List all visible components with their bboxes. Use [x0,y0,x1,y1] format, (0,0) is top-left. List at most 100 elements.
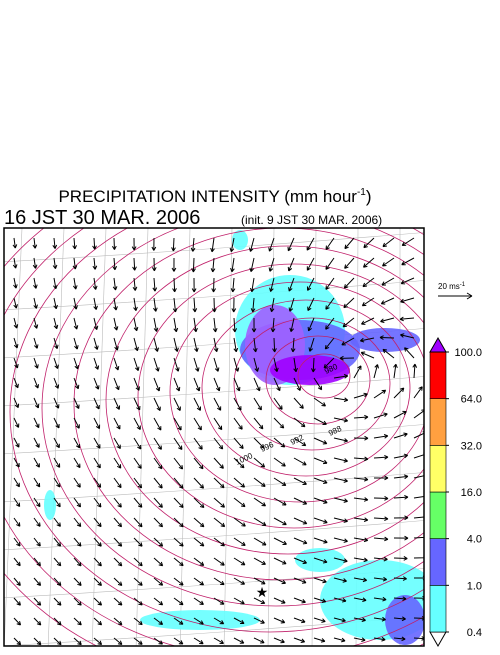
wind-vector [113,617,123,626]
wind-vector [213,477,225,489]
wind-vector [306,257,315,271]
wind-vector [333,374,349,379]
wind-vector [193,617,204,625]
title-exponent: -1 [357,187,366,198]
wind-vector [288,297,295,312]
wind-vector [73,517,82,528]
wind-vector [382,257,395,267]
wind-vector [353,365,362,379]
colorbar-segment [429,351,447,399]
wind-vector [153,397,161,412]
wind-vector [53,637,62,646]
wind-vector [113,457,122,469]
wind-vector [152,277,158,292]
wind-vector [33,577,42,586]
wind-vector [273,457,286,467]
wind-vector [233,637,245,644]
wind-vector [13,557,21,567]
wind-vector [393,432,408,439]
colorbar-label: 0.4 [467,627,482,639]
wind-vector [373,596,387,602]
wind-vector [193,317,198,333]
wind-vector [248,237,255,252]
wind-vector [33,297,38,309]
colorbar-segment [429,491,447,539]
wind-vector [133,557,143,567]
wind-vector [293,477,307,485]
wind-vector [413,386,423,399]
wind-vector [53,577,62,586]
wind-vector [93,517,102,528]
wind-vector [253,537,267,546]
wind-vector [344,257,355,269]
lat-line [4,232,424,263]
wind-vector [33,377,39,389]
wind-vector [293,557,307,565]
wind-vector [13,397,20,409]
wind-vector [13,297,18,309]
wind-vector [53,277,58,290]
wind-vector [53,377,60,389]
wind-vector [307,297,315,312]
wind-vector [313,597,327,604]
lat-line [4,520,424,551]
wind-vector [333,417,349,423]
map-title: PRECIPITATION INTENSITY (mm hour-1) [58,187,371,206]
wind-vector [33,537,41,547]
wind-vector [233,497,246,508]
wind-vector [73,537,82,547]
wind-vector [361,317,375,325]
wind-vector [172,297,178,313]
wind-vector [13,537,21,547]
wind-vector [112,257,118,271]
wind-vector [213,577,225,586]
wind-vector [353,537,369,543]
wind-vector [133,617,143,626]
wind-vector [193,357,200,372]
wind-vector [253,417,264,430]
wind-vector [213,517,226,528]
wind-vector [53,537,62,547]
isobar [201,299,411,477]
wind-vector [293,357,298,373]
wind-vector [133,437,142,450]
wind-vector [273,357,279,372]
wind-vector [373,434,389,439]
wind-vector [153,337,159,352]
wind-vector [253,557,266,565]
wind-vector [273,437,286,448]
wind-vector [333,597,347,603]
wind-vector [333,437,348,443]
wind-vector [341,337,355,346]
wind-vector [173,417,182,431]
wind-vector [253,497,266,507]
wind-vector [230,277,236,293]
wind-vector [113,337,119,351]
wind-vector [393,474,409,480]
wind-vector [307,317,315,332]
wind-vector [373,496,389,501]
wind-vector [73,457,81,469]
wind-vector [173,497,184,509]
wind-vector [173,597,184,606]
lat-line [4,280,424,311]
wind-vector [171,237,176,252]
wind-vector [113,397,121,410]
wind-vector [53,477,61,488]
wind-vector [173,377,181,392]
wind-vector [393,387,405,399]
wind-vector [73,397,80,409]
wind-vector [393,636,406,642]
wind-vector [306,277,315,291]
wind-vector [153,297,158,312]
wind-vector [13,597,21,606]
wind-vector [273,597,286,604]
wind-vector [253,597,266,605]
wind-vector [325,297,335,310]
wind-vector [133,337,139,352]
wind-vector [393,494,409,500]
wind-vector [253,397,262,411]
wind-vector [373,412,388,419]
wind-vector [133,637,143,645]
